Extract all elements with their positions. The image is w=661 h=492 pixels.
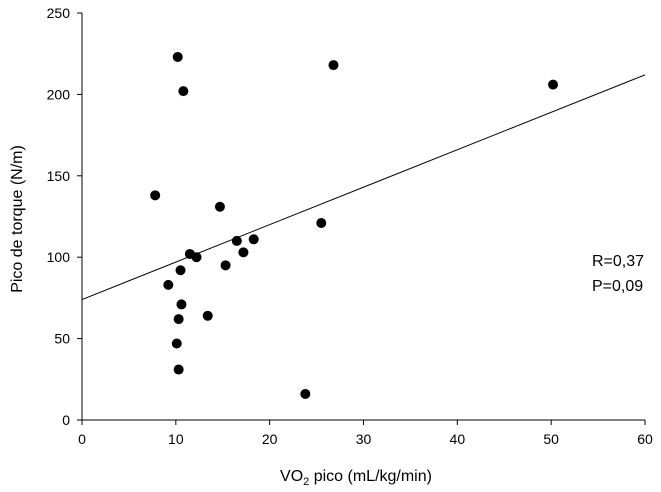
data-point (191, 252, 202, 263)
data-point (150, 190, 161, 201)
data-point (172, 51, 183, 62)
y-tick-label: 0 (62, 412, 70, 428)
p-annotation: P=0,09 (592, 278, 643, 295)
data-point (163, 279, 174, 290)
x-tick-label: 20 (262, 431, 278, 447)
r-annotation: R=0,37 (592, 253, 644, 270)
data-point (171, 338, 182, 349)
x-axis-title: VO2 pico (mL/kg/min) (280, 468, 432, 488)
data-point (176, 299, 187, 310)
data-points (150, 51, 559, 399)
axes (81, 13, 645, 421)
regression-line (81, 74, 646, 300)
data-point (231, 235, 242, 246)
y-axis-title: Pico de torque (N/m) (9, 145, 26, 293)
y-tick-label: 100 (47, 249, 71, 265)
data-point (173, 314, 184, 325)
y-tick-label: 150 (47, 168, 71, 184)
y-tick-label: 200 (47, 86, 71, 102)
y-ticks: 0 50 100 150 200 250 (47, 5, 82, 428)
data-point (214, 201, 225, 212)
data-point (328, 60, 339, 71)
x-tick-label: 60 (637, 431, 653, 447)
data-point (173, 364, 184, 375)
data-point (175, 265, 186, 276)
x-axis-title-subscript: 2 (303, 476, 309, 488)
x-tick-label: 40 (450, 431, 466, 447)
data-point (202, 310, 213, 321)
data-point (548, 79, 559, 90)
data-point (300, 388, 311, 399)
data-point (178, 86, 189, 97)
x-tick-label: 50 (543, 431, 559, 447)
x-axis-title-rest: pico (mL/kg/min) (309, 468, 432, 485)
x-tick-label: 30 (356, 431, 372, 447)
y-tick-label: 250 (47, 5, 71, 21)
x-axis-title-main: VO (280, 468, 303, 485)
x-tick-label: 10 (168, 431, 184, 447)
data-point (248, 234, 259, 245)
x-tick-label: 0 (78, 431, 86, 447)
data-point (220, 260, 231, 271)
data-point (238, 247, 249, 258)
x-ticks: 0 10 20 30 40 50 60 (78, 420, 653, 447)
data-point (316, 218, 327, 229)
y-tick-label: 50 (54, 331, 70, 347)
